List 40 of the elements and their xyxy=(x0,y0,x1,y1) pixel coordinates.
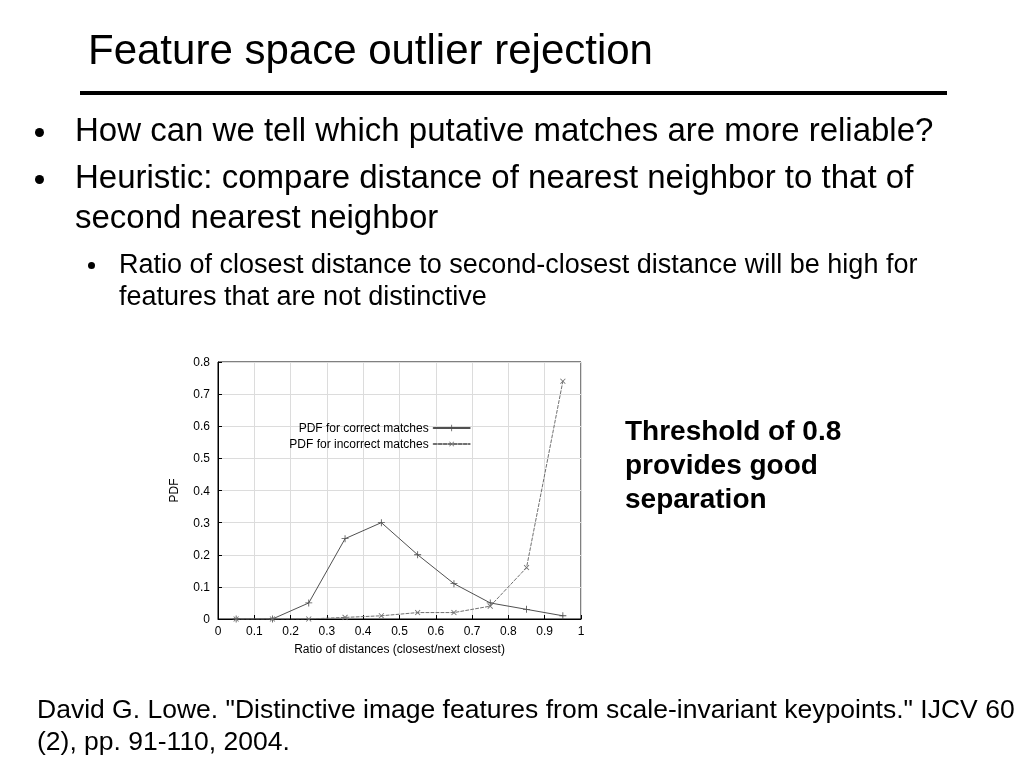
y-tick-label: 0.1 xyxy=(193,579,211,594)
point xyxy=(377,519,385,527)
x-tick-label: 0.8 xyxy=(500,624,518,638)
text: How can we tell which putative matches are more reliable? xyxy=(75,110,935,150)
point xyxy=(305,616,312,622)
x-tick-label: 0.7 xyxy=(463,624,481,638)
text: Heuristic: compare distance of nearest neighbor to that of second nearest neighbor xyxy=(75,157,915,237)
point xyxy=(451,609,457,616)
point xyxy=(559,612,567,620)
text: Threshold of 0.8 provides good separation xyxy=(625,414,843,516)
y-tick-label: 0.5 xyxy=(193,451,211,466)
point xyxy=(342,614,348,621)
point xyxy=(560,378,566,385)
y-tick-label: 0.7 xyxy=(193,387,211,402)
x-tick-label: 0.6 xyxy=(427,624,445,638)
text: David G. Lowe. "Distinctive image features from scale-invariant keypoints." IJCV 60 (2), pp. 91-110, 2004. xyxy=(37,693,1016,757)
y-tick-label: 0.3 xyxy=(193,515,211,530)
x-tick-label: 0.3 xyxy=(318,624,336,638)
y-tick-label: 0.2 xyxy=(193,547,211,562)
x-tick-label: 0.2 xyxy=(282,624,300,638)
text: Ratio of closest distance to second-closest distance will be high for features that are not distinctive xyxy=(119,248,919,312)
chart-title: Feature space outlier rejection xyxy=(88,25,653,75)
x-tick-label: 0.4 xyxy=(354,624,372,638)
x-axis-title: Ratio of distances (closest/next closest) xyxy=(294,642,505,656)
point xyxy=(523,605,531,613)
y-tick-label: 0.4 xyxy=(193,483,211,498)
legend-label: PDF for incorrect matches xyxy=(289,437,429,451)
y-tick-label: 0.6 xyxy=(193,419,211,434)
legend-label: PDF for correct matches xyxy=(298,421,429,435)
y-tick-label: 0.8 xyxy=(193,355,211,369)
x-tick-label: 0.9 xyxy=(536,624,554,638)
x-tick-label: 0.5 xyxy=(391,624,409,638)
x-tick-label: 0 xyxy=(214,624,222,638)
x-tick-label: 1 xyxy=(577,624,585,638)
y-axis-title: PDF xyxy=(167,478,181,503)
x-tick-label: 0.1 xyxy=(245,624,263,638)
point xyxy=(487,603,494,609)
y-tick-label: 0 xyxy=(203,612,211,626)
point xyxy=(378,613,385,619)
point xyxy=(414,551,422,559)
